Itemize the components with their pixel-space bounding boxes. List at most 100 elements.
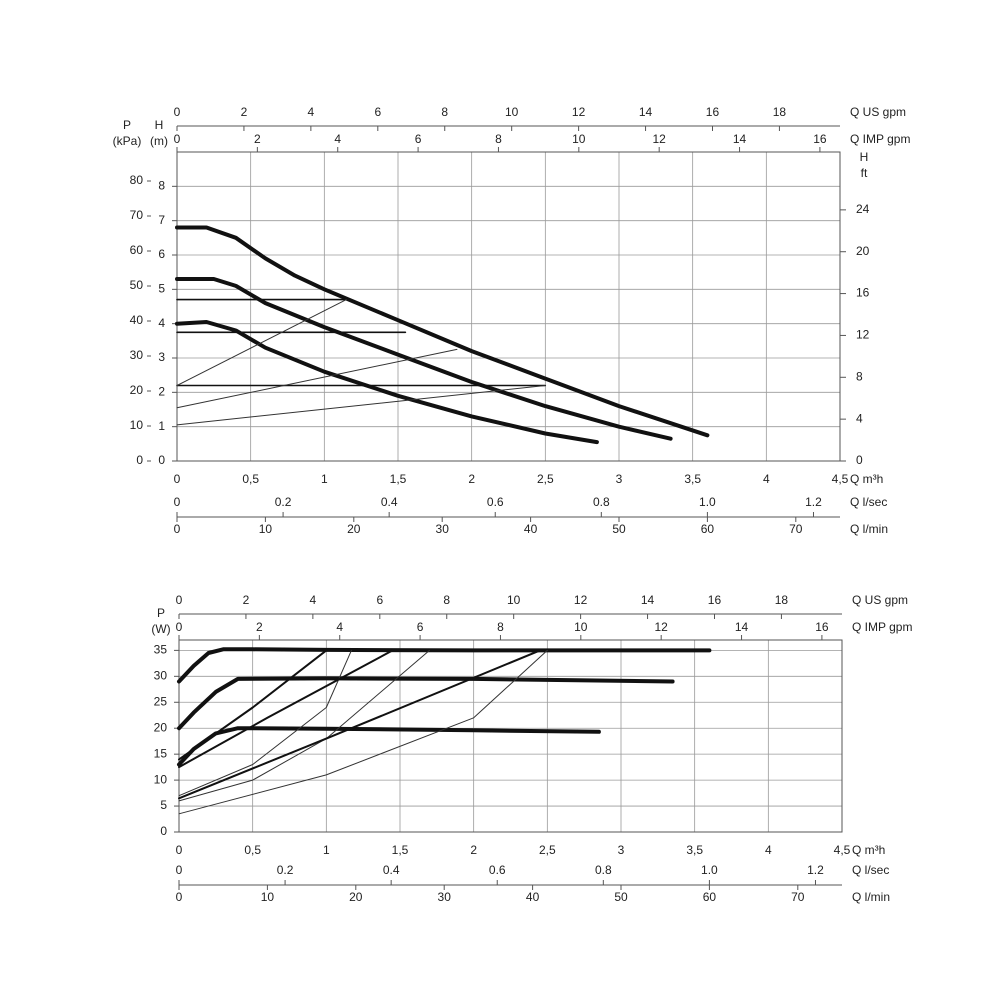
y-axis-label: H: [155, 118, 164, 132]
y-tick-label: 35: [154, 643, 168, 657]
x-axis-label: Q m³h: [850, 472, 883, 486]
axis-tick-label: 0.4: [381, 495, 398, 509]
x-tick-label: 1: [323, 843, 330, 857]
curve: [178, 649, 430, 802]
axis-tick-label: 14: [639, 105, 653, 119]
axis-tick-label: 12: [655, 620, 669, 634]
axis-tick-label: 0: [174, 132, 181, 146]
x-tick-label: 1: [321, 472, 328, 486]
axis-tick-label: 4: [334, 132, 341, 146]
axis-label: Q l/sec: [852, 863, 889, 877]
axis-tick-label: 10: [130, 418, 144, 432]
axis-tick-label: 6: [417, 620, 424, 634]
axis-tick-label: 10: [259, 522, 273, 536]
curve: [178, 649, 541, 800]
axis-tick-label: 50: [614, 890, 628, 904]
axis-tick-label: 8: [497, 620, 504, 634]
y-tick-label: 30: [154, 668, 168, 682]
axis-tick-label: 0: [174, 495, 181, 509]
axis-tick-label: 10: [574, 620, 588, 634]
x-tick-label: 2,5: [539, 843, 556, 857]
y-tick-label: 5: [158, 282, 165, 296]
x-tick-label: 3,5: [684, 472, 701, 486]
x-tick-label: 4: [763, 472, 770, 486]
axis-tick-label: 1.0: [701, 863, 718, 877]
axis-tick-label: 10: [505, 105, 519, 119]
x-tick-label: 4: [765, 843, 772, 857]
axis-tick-label: 10: [261, 890, 275, 904]
axis-tick-label: 24: [856, 202, 870, 216]
axis-tick-label: 10: [572, 132, 586, 146]
axis-tick-label: 20: [347, 522, 361, 536]
curve: [176, 385, 546, 426]
axis-tick-label: 16: [706, 105, 720, 119]
x-tick-label: 0: [174, 472, 181, 486]
axis-tick-label: 2: [256, 620, 263, 634]
axis-tick-label: 4: [310, 593, 317, 607]
curve: [177, 676, 675, 731]
axis-tick-label: 0: [176, 890, 183, 904]
curve: [176, 348, 458, 409]
axis-tick-label: 16: [813, 132, 827, 146]
axis-tick-label: 2: [254, 132, 261, 146]
y-tick-label: 20: [154, 720, 168, 734]
axis-tick-label: 80: [130, 173, 144, 187]
axis-tick-label: 40: [526, 890, 540, 904]
axis-tick-label: 0.8: [595, 863, 612, 877]
axis-tick-label: 0.2: [275, 495, 292, 509]
x-tick-label: 0,5: [242, 472, 259, 486]
axis-tick-label: 70: [130, 208, 144, 222]
x-tick-label: 0,5: [244, 843, 261, 857]
axis-tick-label: 1.2: [807, 863, 824, 877]
axis-tick-label: 0.6: [487, 495, 504, 509]
axis-tick-label: 6: [374, 105, 381, 119]
axis-tick-label: 40: [524, 522, 538, 536]
axis-tick-label: 1.2: [805, 495, 822, 509]
axis-tick-label: 0.4: [383, 863, 400, 877]
axis-unit: ft: [861, 166, 868, 180]
y-axis-label: P: [157, 606, 165, 620]
axis-tick-label: 0: [176, 620, 183, 634]
axis-tick-label: 0: [176, 863, 183, 877]
axis-tick-label: 0: [136, 453, 143, 467]
axis-tick-label: 0: [176, 593, 183, 607]
y-tick-label: 0: [158, 453, 165, 467]
axis-label: Q l/min: [852, 890, 890, 904]
y-tick-label: 0: [160, 824, 167, 838]
y-tick-label: 10: [154, 772, 168, 786]
axis-tick-label: 14: [641, 593, 655, 607]
x-tick-label: 4,5: [834, 843, 851, 857]
curve: [178, 649, 352, 797]
axis-tick-label: 0.6: [489, 863, 506, 877]
axis-tick-label: 2: [241, 105, 248, 119]
axis-tick-label: 1.0: [699, 495, 716, 509]
x-tick-label: 2,5: [537, 472, 554, 486]
axis-tick-label: 70: [789, 522, 803, 536]
x-tick-label: 3: [618, 843, 625, 857]
axis-tick-label: 18: [773, 105, 787, 119]
axis-tick-label: 30: [436, 522, 450, 536]
curve: [175, 277, 673, 441]
axis-tick-label: 40: [130, 313, 144, 327]
axis-tick-label: 16: [815, 620, 829, 634]
y-tick-label: 5: [160, 798, 167, 812]
curve: [177, 726, 601, 767]
axis-tick-label: 12: [856, 328, 870, 342]
axis-tick-label: 4: [308, 105, 315, 119]
axis-tick-label: 8: [856, 369, 863, 383]
x-tick-label: 4,5: [832, 472, 849, 486]
y-axis-unit: (m): [150, 134, 168, 148]
y-tick-label: 15: [154, 746, 168, 760]
axis-tick-label: 8: [443, 593, 450, 607]
axis-label: P: [123, 118, 131, 132]
axis-tick-label: 30: [130, 348, 144, 362]
axis-tick-label: 70: [791, 890, 805, 904]
axis-tick-label: 4: [856, 411, 863, 425]
axis-tick-label: 12: [653, 132, 667, 146]
y-tick-label: 7: [158, 213, 165, 227]
axis-tick-label: 20: [130, 383, 144, 397]
x-axis-label: Q m³h: [852, 843, 885, 857]
axis-tick-label: 30: [438, 890, 452, 904]
axis-tick-label: 6: [376, 593, 383, 607]
axis-tick-label: 18: [775, 593, 789, 607]
